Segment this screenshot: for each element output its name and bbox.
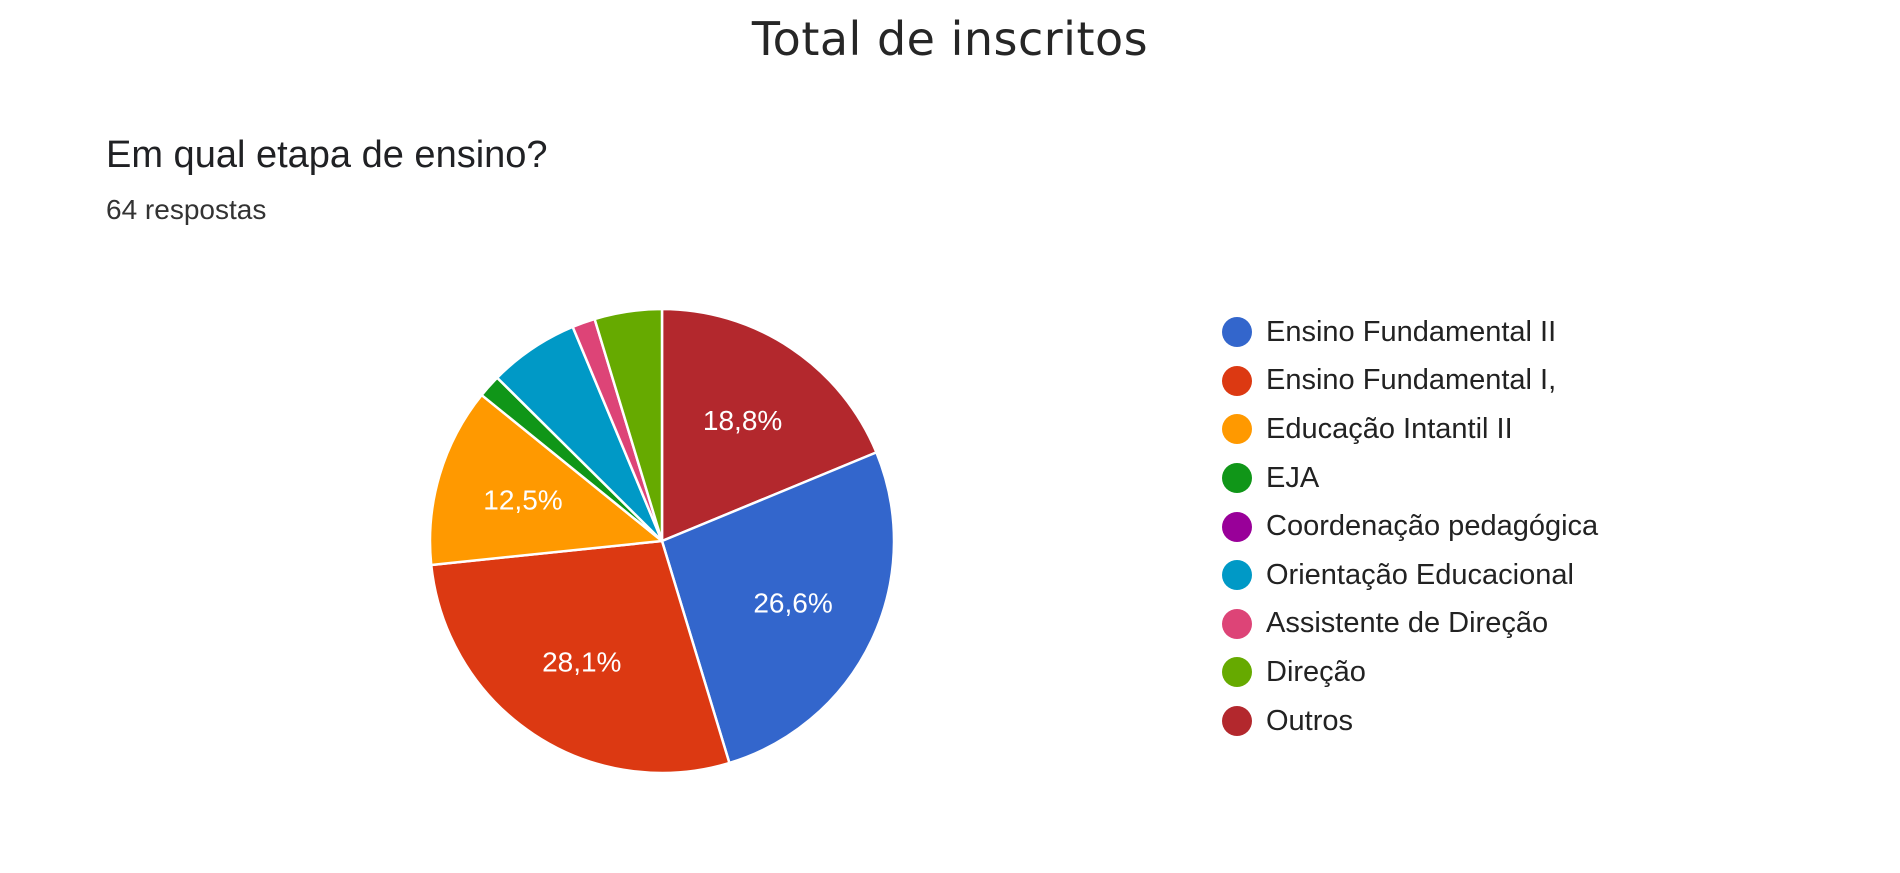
- legend-item-ensino-fundamental-i: Ensino Fundamental I,: [1222, 357, 1598, 406]
- legend-label: Educação Intantil II: [1266, 412, 1513, 445]
- legend-swatch: [1222, 657, 1252, 688]
- legend-label: Assistente de Direção: [1266, 607, 1549, 640]
- legend-swatch: [1222, 414, 1252, 445]
- legend-item-direcao: Direção: [1222, 648, 1598, 697]
- legend-label: Coordenação pedagógica: [1266, 510, 1599, 543]
- legend-swatch: [1222, 317, 1252, 348]
- legend-item-educacao-intantil-ii: Educação Intantil II: [1222, 405, 1598, 454]
- legend-label: Orientação Educacional: [1266, 558, 1574, 591]
- legend-swatch: [1222, 608, 1252, 639]
- slice-label-ensino-fundamental-i: 28,1%: [542, 646, 621, 677]
- legend-swatch: [1222, 706, 1252, 737]
- pie-slice-educacao-intantil-ii: [428, 393, 664, 567]
- legend-label: EJA: [1266, 461, 1320, 494]
- question-title: Em qual etapa de ensino?: [106, 134, 548, 176]
- legend-item-orientacao-educacional: Orientação Educacional: [1222, 551, 1598, 600]
- legend-swatch: [1222, 365, 1252, 396]
- legend-label: Outros: [1266, 704, 1354, 737]
- page-title: Total de inscritos: [751, 12, 1149, 66]
- slice-label-outros: 18,8%: [703, 405, 782, 436]
- response-count: 64 respostas: [106, 194, 267, 225]
- legend-swatch: [1222, 463, 1252, 494]
- legend-label: Ensino Fundamental II: [1266, 315, 1557, 348]
- legend-label: Direção: [1266, 655, 1366, 688]
- legend-item-eja: EJA: [1222, 454, 1598, 503]
- slice-label-ensino-fundamental-ii: 26,6%: [753, 588, 832, 619]
- legend-item-coordenacao-pedagogica: Coordenação pedagógica: [1222, 502, 1598, 551]
- legend-item-ensino-fundamental-ii: Ensino Fundamental II: [1222, 308, 1598, 357]
- legend-swatch: [1222, 511, 1252, 542]
- pie-slice-direcao: [593, 307, 664, 543]
- legend-label: Ensino Fundamental I,: [1266, 364, 1557, 397]
- chart-legend: Ensino Fundamental II Ensino Fundamental …: [1222, 308, 1598, 745]
- legend-swatch: [1222, 560, 1252, 591]
- form-response-card: Em qual etapa de ensino? 64 respostas 18…: [0, 100, 1900, 873]
- pie-chart: 18,8% 26,6% 28,1% 12,5%: [428, 307, 896, 775]
- legend-item-outros: Outros: [1222, 697, 1598, 746]
- pie-slice-outros: [660, 307, 878, 543]
- slice-label-educacao-intantil-ii: 12,5%: [483, 484, 562, 515]
- legend-item-assistente-de-direcao: Assistente de Direção: [1222, 600, 1598, 649]
- pie-slice-ensino-fundamental-i: [429, 539, 731, 775]
- pie-slice-ensino-fundamental-ii: [660, 451, 896, 765]
